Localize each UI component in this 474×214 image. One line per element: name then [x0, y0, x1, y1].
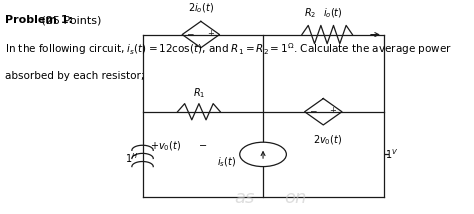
Text: $R_2$: $R_2$: [304, 7, 316, 20]
Text: $1^H$: $1^H$: [126, 151, 139, 165]
Text: (25 Points): (25 Points): [38, 15, 102, 25]
Text: +: +: [207, 29, 214, 38]
Text: −: −: [199, 141, 207, 151]
Text: as: as: [234, 189, 254, 207]
Text: −: −: [309, 106, 316, 115]
Text: +: +: [329, 106, 337, 115]
Text: $R_1$: $R_1$: [193, 86, 205, 100]
Circle shape: [240, 142, 286, 166]
Text: on: on: [284, 189, 307, 207]
Text: Problem 1:: Problem 1:: [5, 15, 73, 25]
Text: +: +: [150, 141, 158, 151]
Text: −: −: [186, 29, 194, 38]
Text: $1^V$: $1^V$: [385, 147, 399, 161]
Text: $v_0(t)$: $v_0(t)$: [158, 140, 181, 153]
Text: $i_o(t)$: $i_o(t)$: [323, 7, 343, 20]
Text: In the following circuit, $i_s(t) = 12\cos(t)$, and $R_1 = R_2 = 1^\Omega$. Calc: In the following circuit, $i_s(t) = 12\c…: [5, 42, 452, 58]
Text: $i_s(t)$: $i_s(t)$: [217, 156, 236, 169]
Text: $2v_0(t)$: $2v_0(t)$: [312, 133, 342, 147]
Text: $2i_o(t)$: $2i_o(t)$: [188, 2, 214, 15]
Text: absorbed by each resistor;: absorbed by each resistor;: [5, 71, 145, 81]
